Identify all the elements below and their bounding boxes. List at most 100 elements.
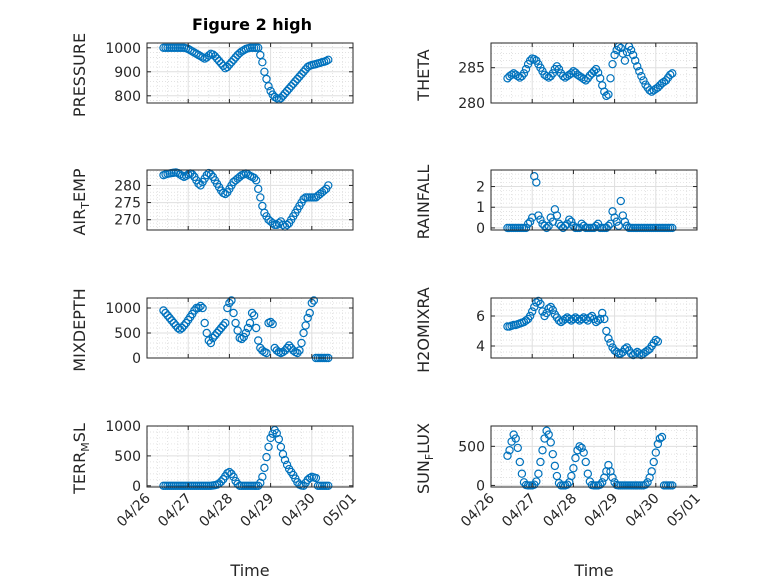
data-point (229, 308, 238, 318)
data-point (639, 76, 648, 85)
data-point (225, 467, 234, 477)
data-point (324, 181, 333, 190)
data-point (258, 346, 267, 355)
y-tick-label: 270 (114, 213, 141, 229)
data-point (241, 328, 251, 338)
data-point (198, 303, 207, 313)
y-tick-label: 500 (458, 439, 485, 455)
y-axis-label: TERRMSL (70, 423, 92, 495)
data-point (612, 347, 621, 357)
axes-frame (146, 297, 354, 359)
data-point (235, 172, 244, 182)
data-point (270, 92, 279, 102)
data-point (264, 81, 273, 91)
data-point (159, 306, 168, 315)
data-point (258, 472, 267, 482)
data-point (554, 64, 564, 74)
data-point (219, 61, 228, 71)
data-point (322, 56, 331, 66)
data-point (521, 316, 531, 325)
y-tick-label: 285 (458, 61, 485, 77)
data-point (513, 443, 522, 453)
data-point (299, 194, 308, 204)
data-point (598, 308, 607, 318)
data-point (631, 349, 640, 358)
data-point (233, 326, 242, 335)
data-point (202, 328, 211, 338)
y-tick-label: 1 (476, 200, 485, 216)
data-point (190, 48, 199, 57)
data-point (565, 314, 574, 324)
data-point (254, 184, 263, 194)
data-point (219, 321, 228, 330)
data-point (550, 461, 560, 471)
data-point (260, 463, 269, 473)
data-point (614, 221, 623, 231)
data-point (612, 217, 621, 226)
data-point (167, 316, 176, 325)
y-axis-label: AIRTEMP (70, 168, 92, 235)
data-point (206, 170, 216, 179)
data-point (653, 337, 663, 346)
data-point (237, 334, 246, 344)
data-point (579, 448, 588, 457)
data-point (210, 331, 220, 340)
data-point (530, 55, 539, 64)
data-point (262, 348, 271, 358)
data-point (525, 56, 535, 65)
data-point (161, 308, 170, 318)
data-point (593, 68, 603, 77)
data-point (214, 56, 224, 66)
data-point (579, 74, 588, 84)
axes-frame (490, 42, 698, 104)
data-point (608, 59, 617, 69)
data-point (595, 314, 605, 324)
data-point (616, 43, 625, 53)
y-axis-label: PRESSURE (70, 33, 89, 117)
data-point (503, 451, 512, 460)
data-point (192, 49, 201, 59)
data-point (266, 433, 275, 443)
data-point (303, 313, 312, 323)
panel-mixdepth: 0 500 1000 MIXDEPTH (70, 288, 354, 372)
y-tick-label: 0 (132, 479, 141, 495)
data-point (262, 452, 271, 462)
data-point (577, 314, 586, 324)
data-point (544, 430, 553, 439)
data-point (649, 457, 658, 467)
data-point (163, 311, 172, 320)
data-point (299, 328, 308, 338)
data-point (536, 215, 545, 224)
data-point (214, 326, 224, 335)
data-point (631, 56, 640, 65)
data-point (188, 170, 197, 179)
data-point (626, 45, 636, 55)
data-point (223, 62, 232, 72)
data-point (212, 328, 222, 338)
data-point (282, 460, 292, 470)
data-point (575, 223, 584, 233)
data-point (295, 346, 304, 355)
y-tick-label: 0 (132, 351, 141, 367)
data-point (256, 478, 265, 488)
data-point (668, 223, 677, 233)
data-point (216, 59, 226, 68)
data-point (505, 446, 514, 455)
data-point (223, 303, 232, 313)
data-point (245, 318, 255, 328)
data-point (569, 314, 578, 324)
data-point (301, 321, 310, 330)
axes-frame (490, 297, 698, 359)
y-tick-label: 275 (114, 196, 141, 212)
x-axis-label: Time (573, 561, 613, 580)
data-point (509, 430, 518, 439)
data-point (647, 467, 656, 476)
data-point (216, 323, 226, 333)
data-point (239, 332, 249, 342)
data-point (577, 443, 586, 453)
data-point (251, 176, 261, 185)
data-point (602, 91, 611, 101)
data-point (583, 469, 593, 478)
x-tick-label: 04/30 (623, 491, 663, 531)
